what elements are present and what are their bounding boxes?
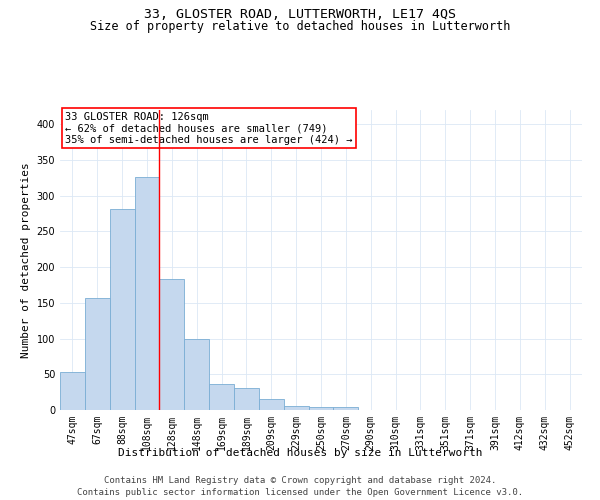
Text: 33 GLOSTER ROAD: 126sqm
← 62% of detached houses are smaller (749)
35% of semi-d: 33 GLOSTER ROAD: 126sqm ← 62% of detache… [65,112,353,144]
Bar [308,407,334,410]
Bar [259,400,284,410]
Bar [334,407,358,410]
Y-axis label: Number of detached properties: Number of detached properties [21,162,31,358]
Text: Contains public sector information licensed under the Open Government Licence v3: Contains public sector information licen… [77,488,523,497]
Bar [134,177,160,410]
Text: Size of property relative to detached houses in Lutterworth: Size of property relative to detached ho… [90,20,510,33]
Text: 33, GLOSTER ROAD, LUTTERWORTH, LE17 4QS: 33, GLOSTER ROAD, LUTTERWORTH, LE17 4QS [144,8,456,20]
Text: Distribution of detached houses by size in Lutterworth: Distribution of detached houses by size … [118,448,482,458]
Bar [85,298,110,410]
Text: Contains HM Land Registry data © Crown copyright and database right 2024.: Contains HM Land Registry data © Crown c… [104,476,496,485]
Bar [184,338,209,410]
Bar [284,406,308,410]
Bar [110,208,134,410]
Bar [234,388,259,410]
Bar [60,372,85,410]
Bar [209,384,234,410]
Bar [160,278,184,410]
